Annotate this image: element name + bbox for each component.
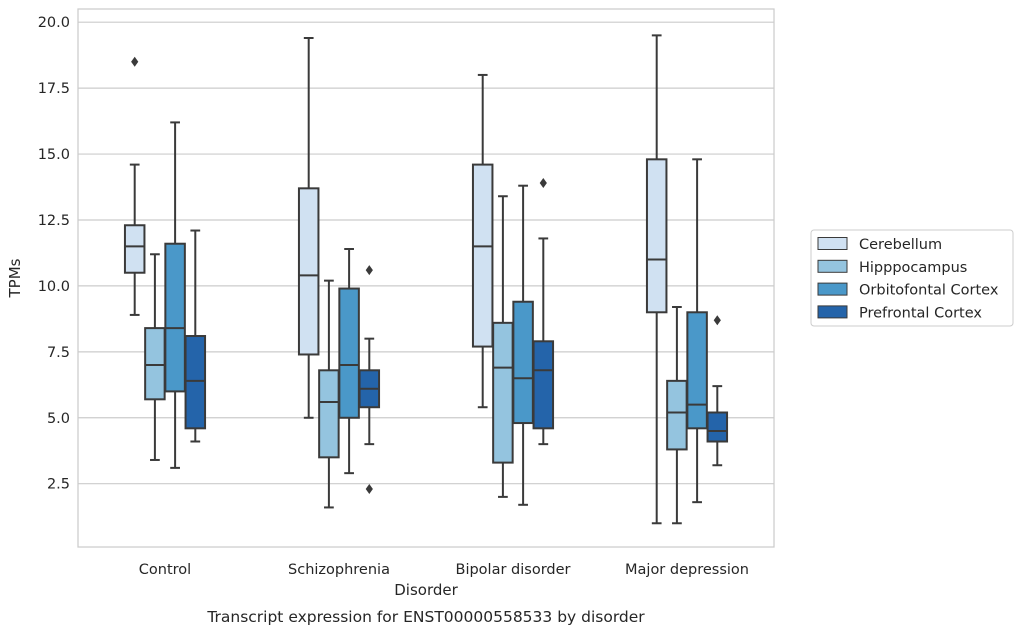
box-iqr [706, 411, 729, 443]
box-prefrontal-cortex [358, 265, 381, 494]
box-orbitofontal-cortex [164, 121, 186, 469]
legend-label: Hipppocampus [859, 260, 967, 276]
y-tick-label: 5.0 [47, 411, 70, 427]
x-tick-label: Schizophrenia [288, 562, 390, 578]
legend-swatch [817, 305, 848, 319]
legend-swatch [817, 237, 848, 250]
box-hipppocampus [318, 279, 340, 509]
outlier-point [539, 178, 547, 189]
legend-label: Prefrontal Cortex [859, 305, 982, 321]
box-iqr [492, 321, 514, 464]
box-iqr [338, 287, 360, 419]
box-plot-series [123, 34, 729, 525]
box-iqr [144, 327, 166, 401]
plot-frame [77, 8, 775, 548]
outlier-point [365, 265, 373, 276]
legend-frame [810, 229, 1014, 327]
box-iqr [164, 242, 186, 393]
legend: Cerebellum Hipppocampus Orbitofontal Corte… [810, 229, 1014, 327]
box-cerebellum [645, 34, 668, 525]
outlier-point [131, 56, 139, 67]
box-prefrontal-cortex [706, 315, 729, 467]
box-iqr [532, 340, 555, 430]
box-hipppocampus [144, 253, 166, 461]
box-iqr [471, 163, 494, 348]
y-tick-label: 12.5 [38, 213, 70, 229]
outlier-point [365, 483, 373, 494]
x-axis-label: Disorder [394, 581, 458, 599]
box-iqr [184, 335, 207, 430]
box-iqr [297, 187, 320, 356]
legend-swatch [817, 282, 848, 296]
box-orbitofontal-cortex [338, 247, 360, 475]
box-orbitofontal-cortex [512, 184, 534, 506]
box-iqr [666, 379, 688, 451]
box-iqr [686, 311, 708, 430]
box-iqr [318, 369, 340, 459]
box-cerebellum [471, 73, 494, 409]
box-prefrontal-cortex [184, 229, 207, 443]
box-iqr [123, 224, 146, 274]
legend-swatch [817, 259, 848, 273]
x-tick-label: Control [139, 562, 191, 578]
box-cerebellum [297, 37, 320, 419]
x-tick-label: Bipolar disorder [456, 562, 571, 578]
box-orbitofontal-cortex [686, 158, 708, 504]
box-cerebellum [123, 56, 146, 316]
y-tick-label: 17.5 [38, 81, 70, 97]
x-tick-label: Major depression [625, 562, 749, 578]
x-axis-ticks: Control Schizophrenia Bipolar disorder Majo… [139, 562, 749, 578]
y-tick-label: 10.0 [38, 279, 70, 295]
y-tick-label: 15.0 [38, 147, 70, 163]
legend-label: Cerebellum [859, 237, 942, 253]
box-iqr [645, 158, 668, 314]
box-hipppocampus [666, 306, 688, 525]
box-prefrontal-cortex [532, 178, 555, 446]
y-axis-ticks: 2.5 5.0 7.5 10.0 12.5 15.0 17.5 20.0 [38, 15, 70, 493]
y-tick-label: 7.5 [47, 345, 70, 361]
box-iqr [512, 300, 534, 425]
y-axis-label: TPMs [6, 258, 24, 298]
outlier-point [713, 315, 721, 326]
legend-label: Orbitofontal Cortex [859, 283, 999, 299]
chart-caption: Transcript expression for ENST0000055853… [206, 608, 645, 626]
y-tick-label: 2.5 [47, 477, 70, 493]
y-tick-label: 20.0 [38, 15, 70, 31]
